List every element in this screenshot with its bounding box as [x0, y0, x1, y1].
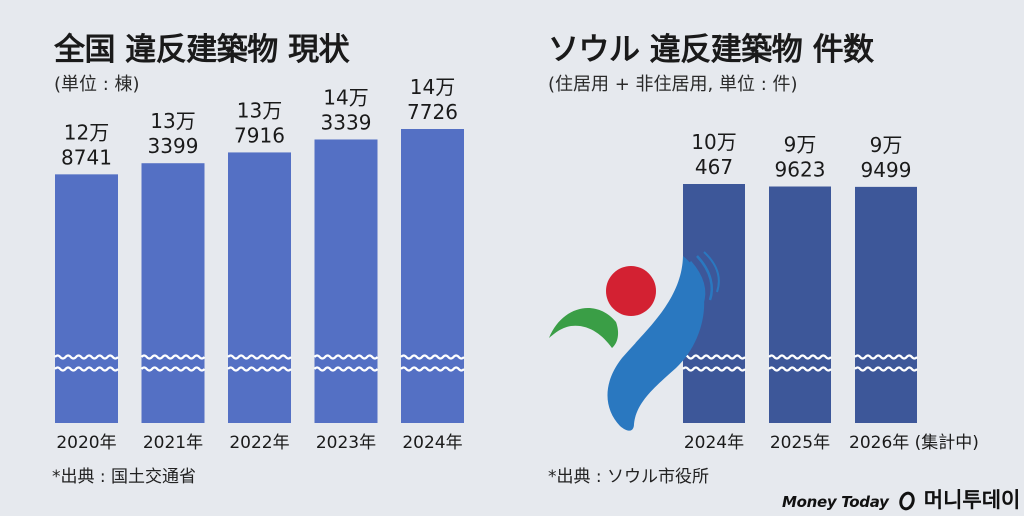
right-axis-break-wave [682, 366, 746, 372]
left-axis-break-wave [400, 354, 465, 360]
right-data-label-lower: 9623 [775, 158, 826, 182]
left-chart-source: *出典 : 国土交通省 [52, 467, 197, 487]
left-bar [401, 129, 464, 423]
left-axis-break-wave [227, 366, 292, 372]
right-axis-break-wave [854, 366, 918, 372]
right-axis-break-wave [768, 354, 832, 360]
left-chart-title: 全国 違反建築物 現状 [54, 32, 350, 68]
brand-name-kr: 머니투데이 [923, 488, 1021, 512]
left-data-label-upper: 13万 [237, 98, 282, 122]
left-axis-break-wave [313, 366, 379, 372]
right-chart-title: ソウル 違反建築物 件数 [548, 32, 874, 68]
emblem-river-stroke-2 [696, 255, 714, 301]
left-chart: 12万87412020年13万33992021年13万79162022年14万3… [54, 75, 465, 453]
left-data-label-lower: 8741 [61, 145, 112, 169]
seoul-emblem-icon [549, 251, 720, 431]
right-data-label-lower: 9499 [861, 158, 912, 182]
left-data-label-lower: 3339 [321, 110, 372, 134]
emblem-river-stroke-1 [688, 261, 706, 305]
left-data-label-lower: 3399 [148, 134, 199, 158]
left-data-label-lower: 7726 [407, 100, 458, 124]
right-axis-break-wave [682, 354, 746, 360]
left-axis-break-wave [54, 366, 119, 372]
left-chart-subtitle: (単位 : 棟) [54, 74, 140, 95]
left-category-label: 2023年 [316, 433, 376, 453]
left-category-label: 2020年 [56, 433, 116, 453]
emblem-river-stroke-3 [703, 251, 720, 293]
left-bar [55, 174, 118, 423]
right-chart-subtitle: (住居用 + 非住居用, 単位 : 件) [548, 74, 798, 95]
right-bar [769, 186, 831, 423]
right-data-label-upper: 9万 [784, 133, 817, 157]
left-bar [314, 139, 378, 423]
brand-logo: Money Today 머니투데이 [782, 484, 1020, 514]
emblem-blue-river [607, 256, 705, 431]
left-data-label-upper: 14万 [410, 75, 455, 99]
left-category-label: 2024年 [402, 433, 462, 453]
right-data-label-upper: 10万 [691, 130, 736, 154]
emblem-green-mountain [549, 308, 619, 348]
right-category-label: 2026年 (集計中) [849, 433, 979, 453]
left-axis-break-wave [140, 366, 206, 372]
right-chart-source: *出典 : ソウル市役所 [548, 467, 710, 487]
left-axis-break-wave [313, 354, 379, 360]
right-category-label: 2025年 [770, 433, 830, 453]
brand-name-en: Money Today [782, 493, 889, 511]
right-axis-break-wave [768, 366, 832, 372]
left-axis-break-wave [54, 354, 119, 360]
right-data-label-upper: 9万 [870, 133, 903, 157]
right-data-label-lower: 467 [695, 155, 733, 179]
right-axis-break-wave [854, 354, 918, 360]
left-category-label: 2021年 [143, 433, 203, 453]
left-data-label-upper: 14万 [323, 85, 368, 109]
left-axis-break-wave [227, 354, 292, 360]
left-category-label: 2022年 [229, 433, 289, 453]
left-data-label-upper: 12万 [64, 120, 109, 144]
left-data-label-upper: 13万 [150, 109, 195, 133]
left-axis-break-wave [140, 354, 206, 360]
left-data-label-lower: 7916 [234, 123, 285, 147]
right-bar [855, 186, 917, 423]
left-axis-break-wave [400, 366, 465, 372]
emblem-red-sun [606, 266, 656, 316]
right-category-label: 2024年 [684, 433, 744, 453]
left-bar [228, 152, 291, 424]
money-today-logo-icon [898, 491, 915, 511]
left-bar [141, 163, 205, 423]
